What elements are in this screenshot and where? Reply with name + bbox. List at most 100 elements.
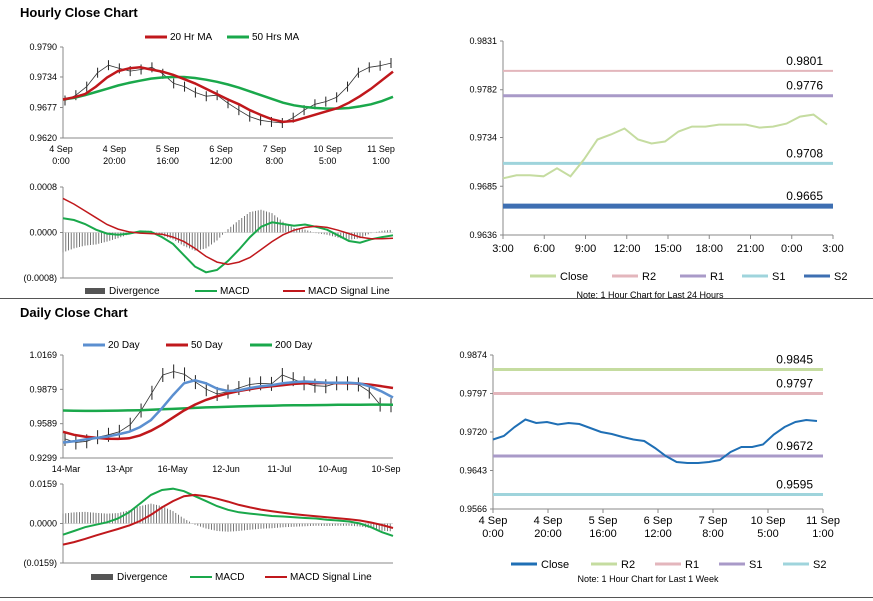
daily_levels-x-tick-label: 6 Sep bbox=[644, 515, 673, 527]
hourly_levels-y-tick-label: 0.9685 bbox=[469, 181, 497, 191]
hourly-50hr-ma-legend-label: 50 Hrs MA bbox=[252, 32, 300, 43]
daily_levels-x-tick-label: 4 Sep bbox=[479, 515, 508, 527]
hourly_levels-legend-label: R1 bbox=[710, 271, 724, 283]
daily_levels-r1-label: 0.9797 bbox=[776, 377, 813, 391]
hourly_levels-y-tick-label: 0.9734 bbox=[469, 133, 497, 143]
daily_levels-y-tick-label: 0.9797 bbox=[459, 389, 487, 399]
hourly_levels-r2-label: 0.9801 bbox=[786, 54, 823, 68]
daily_levels-legend-label: R2 bbox=[621, 559, 635, 571]
hourly-x-tick-label: 0:00 bbox=[52, 156, 70, 166]
hourly_levels-x-tick-label: 21:00 bbox=[737, 243, 765, 255]
hourly-macd-y-tick-label: 0.0000 bbox=[29, 228, 57, 238]
daily_levels-x-tick-label: 1:00 bbox=[812, 528, 833, 540]
daily-macd-legend-label: MACD bbox=[215, 572, 244, 583]
hourly-section-title: Hourly Close Chart bbox=[20, 5, 138, 20]
hourly_levels-x-tick-label: 6:00 bbox=[534, 243, 555, 255]
daily-macd-signal-line bbox=[62, 493, 394, 546]
daily-20-day-legend-label: 20 Day bbox=[108, 340, 140, 351]
hourly-x-tick-label: 7 Sep bbox=[263, 144, 287, 154]
daily_levels-close-line bbox=[492, 418, 818, 464]
hourly-x-tick-label: 5 Sep bbox=[156, 144, 180, 154]
daily_levels-r2-label: 0.9845 bbox=[776, 353, 813, 367]
section-divider bbox=[0, 298, 873, 299]
daily-macd-signal-legend-label: MACD Signal Line bbox=[290, 572, 372, 583]
bottom-divider bbox=[0, 597, 873, 598]
hourly-20hr-ma-line bbox=[62, 66, 394, 124]
hourly-macd-line bbox=[62, 217, 394, 274]
daily-macd-y-tick-label: (0.0159) bbox=[23, 558, 57, 568]
hourly-x-tick-label: 16:00 bbox=[156, 156, 179, 166]
daily_levels-x-tick-label: 5 Sep bbox=[589, 515, 618, 527]
daily_levels-x-tick-label: 11 Sep bbox=[806, 515, 840, 527]
daily_levels-s2-label: 0.9595 bbox=[776, 478, 813, 492]
hourly-x-tick-label: 8:00 bbox=[266, 156, 284, 166]
hourly_levels-x-tick-label: 0:00 bbox=[781, 243, 802, 255]
daily_levels-x-tick-label: 10 Sep bbox=[751, 515, 786, 527]
hourly_levels-y-tick-label: 0.9782 bbox=[469, 85, 497, 95]
daily_levels-x-tick-label: 7 Sep bbox=[699, 515, 728, 527]
daily-divergence-legend-label: Divergence bbox=[117, 572, 168, 583]
hourly-x-tick-label: 5:00 bbox=[319, 156, 337, 166]
daily-20-day-line bbox=[62, 379, 394, 444]
hourly-x-tick-label: 6 Sep bbox=[209, 144, 233, 154]
hourly_levels-x-tick-label: 9:00 bbox=[575, 243, 596, 255]
daily-x-tick-label: 13-Apr bbox=[106, 464, 133, 474]
daily-price-y-tick-label: 0.9299 bbox=[29, 453, 57, 463]
daily_levels-x-tick-label: 8:00 bbox=[702, 528, 723, 540]
daily_levels-x-tick-label: 0:00 bbox=[482, 528, 503, 540]
hourly-x-tick-label: 12:00 bbox=[210, 156, 233, 166]
daily_levels-note: Note: 1 Hour Chart for Last 1 Week bbox=[578, 574, 719, 584]
hourly_levels-y-tick-label: 0.9831 bbox=[469, 36, 497, 46]
hourly-divergence-legend-label: Divergence bbox=[109, 286, 160, 297]
daily_levels-y-tick-label: 0.9720 bbox=[459, 427, 487, 437]
hourly-macd-signal-legend-label: MACD Signal Line bbox=[308, 286, 390, 297]
daily-divergence-legend-swatch bbox=[91, 574, 113, 580]
hourly_levels-legend-label: S1 bbox=[772, 271, 785, 283]
hourly_levels-s2-label: 0.9665 bbox=[786, 189, 823, 203]
hourly_levels-r1-label: 0.9776 bbox=[786, 79, 823, 93]
hourly-x-tick-label: 4 Sep bbox=[103, 144, 127, 154]
daily-50-day-legend-label: 50 Day bbox=[191, 340, 223, 351]
hourly-price-y-tick-label: 0.9620 bbox=[29, 133, 57, 143]
hourly-x-tick-label: 4 Sep bbox=[49, 144, 73, 154]
hourly-x-tick-label: 1:00 bbox=[372, 156, 390, 166]
daily_levels-y-tick-label: 0.9874 bbox=[459, 350, 487, 360]
hourly-macd-signal-line bbox=[62, 197, 394, 266]
daily_levels-y-tick-label: 0.9566 bbox=[459, 504, 487, 514]
daily_levels-y-tick-label: 0.9643 bbox=[459, 466, 487, 476]
hourly-price-y-tick-label: 0.9734 bbox=[29, 72, 57, 82]
daily_levels-x-tick-label: 4 Sep bbox=[534, 515, 563, 527]
daily_levels-x-tick-label: 16:00 bbox=[589, 528, 617, 540]
hourly-x-tick-label: 10 Sep bbox=[313, 144, 342, 154]
hourly-price-y-tick-label: 0.9677 bbox=[29, 102, 57, 112]
daily_levels-x-tick-label: 5:00 bbox=[757, 528, 778, 540]
hourly-x-tick-label: 20:00 bbox=[103, 156, 126, 166]
daily-price-y-tick-label: 1.0169 bbox=[29, 350, 57, 360]
daily_levels-x-tick-label: 20:00 bbox=[534, 528, 562, 540]
daily-200-day-line bbox=[62, 403, 394, 413]
hourly_levels-x-tick-label: 3:00 bbox=[822, 243, 843, 255]
hourly_levels-legend-label: Close bbox=[560, 271, 588, 283]
daily-macd-y-tick-label: 0.0159 bbox=[29, 479, 57, 489]
hourly_levels-s1-label: 0.9708 bbox=[786, 146, 823, 160]
daily_levels-legend-label: Close bbox=[541, 559, 569, 571]
hourly-20hr-ma-legend-label: 20 Hr MA bbox=[170, 32, 213, 43]
daily_levels-s1-label: 0.9672 bbox=[776, 439, 813, 453]
daily_levels-legend-label: S2 bbox=[813, 559, 826, 571]
daily-x-tick-label: 12-Jun bbox=[212, 464, 240, 474]
hourly-divergence-legend-swatch bbox=[85, 288, 105, 294]
daily_levels-legend-label: R1 bbox=[685, 559, 699, 571]
hourly_levels-note: Note: 1 Hour Chart for Last 24 Hours bbox=[576, 290, 724, 300]
daily-x-tick-label: 16-May bbox=[158, 464, 189, 474]
hourly_levels-legend-label: R2 bbox=[642, 271, 656, 283]
hourly_levels-x-tick-label: 18:00 bbox=[695, 243, 723, 255]
hourly-macd-y-tick-label: (0.0008) bbox=[23, 273, 57, 283]
daily-section-title: Daily Close Chart bbox=[20, 305, 128, 320]
hourly-macd-legend-label: MACD bbox=[220, 286, 249, 297]
hourly_levels-x-tick-label: 12:00 bbox=[613, 243, 641, 255]
daily_levels-x-tick-label: 12:00 bbox=[644, 528, 672, 540]
daily-x-tick-label: 10-Aug bbox=[318, 464, 347, 474]
daily-x-tick-label: 11-Jul bbox=[267, 464, 291, 474]
daily-price-y-tick-label: 0.9589 bbox=[29, 419, 57, 429]
